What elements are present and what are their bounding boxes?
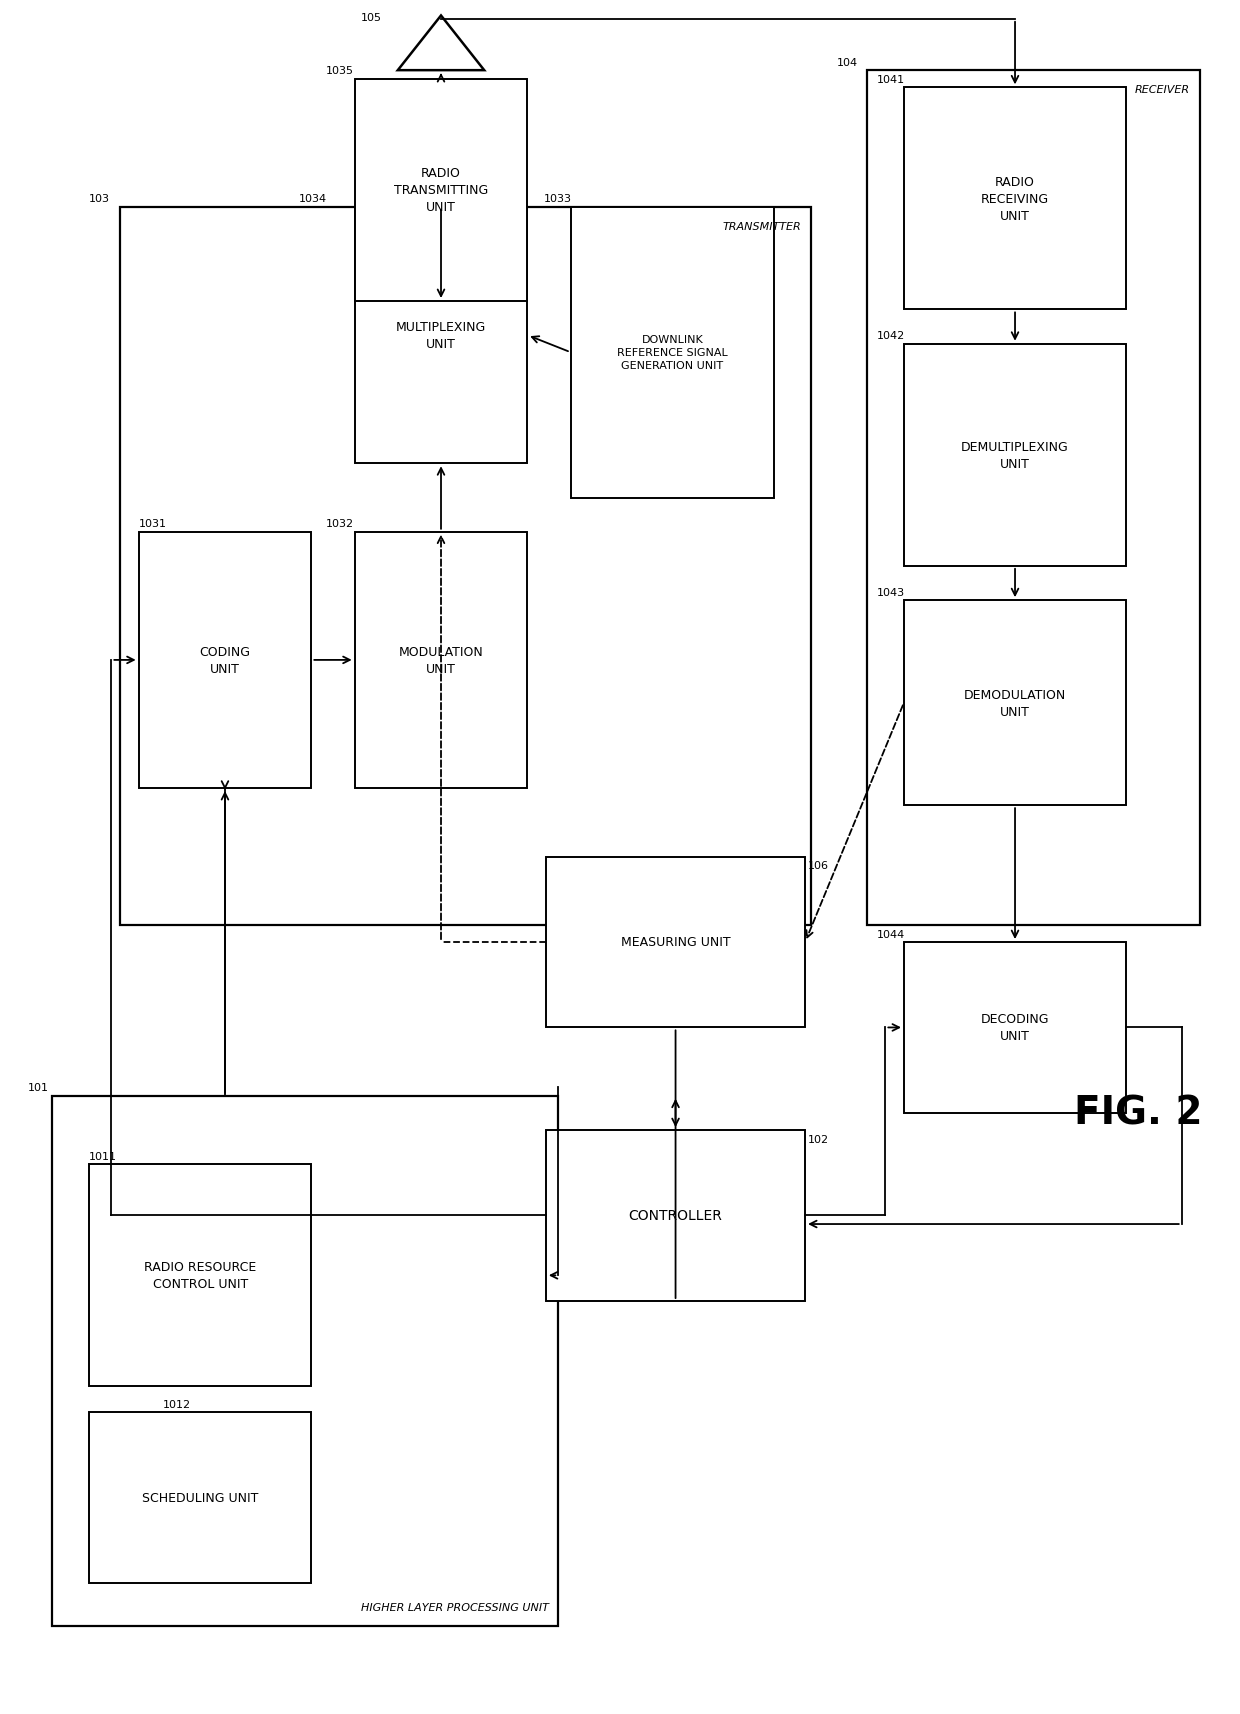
Text: 105: 105	[361, 14, 382, 24]
Text: RECEIVER: RECEIVER	[1135, 84, 1190, 94]
Text: MULTIPLEXING
UNIT: MULTIPLEXING UNIT	[396, 321, 486, 351]
Bar	[546, 1130, 805, 1301]
Bar	[89, 1412, 311, 1584]
Text: DEMODULATION
UNIT: DEMODULATION UNIT	[963, 689, 1066, 718]
Text: 102: 102	[807, 1135, 828, 1143]
Text: 1043: 1043	[877, 588, 905, 596]
Bar	[355, 207, 527, 464]
Text: RADIO RESOURCE
CONTROL UNIT: RADIO RESOURCE CONTROL UNIT	[144, 1260, 257, 1291]
Text: 1031: 1031	[139, 519, 166, 530]
Bar	[867, 70, 1200, 926]
Text: 101: 101	[27, 1083, 48, 1094]
Bar	[904, 943, 1126, 1114]
Bar	[139, 533, 311, 788]
Text: DECODING
UNIT: DECODING UNIT	[981, 1013, 1049, 1042]
Text: HIGHER LAYER PROCESSING UNIT: HIGHER LAYER PROCESSING UNIT	[361, 1603, 548, 1613]
Text: 1011: 1011	[89, 1152, 118, 1160]
Text: 1012: 1012	[164, 1399, 191, 1409]
Bar	[355, 79, 527, 302]
Text: RADIO
TRANSMITTING
UNIT: RADIO TRANSMITTING UNIT	[394, 168, 489, 214]
Text: TRANSMITTER: TRANSMITTER	[723, 221, 801, 231]
Text: DEMULTIPLEXING
UNIT: DEMULTIPLEXING UNIT	[961, 440, 1069, 471]
Bar	[546, 857, 805, 1028]
Bar	[904, 87, 1126, 310]
Text: 103: 103	[89, 194, 110, 204]
Text: MODULATION
UNIT: MODULATION UNIT	[398, 646, 484, 675]
Text: 1035: 1035	[326, 67, 355, 75]
Bar	[120, 207, 811, 926]
Text: CONTROLLER: CONTROLLER	[629, 1208, 723, 1222]
Text: 1041: 1041	[877, 75, 905, 84]
Text: 1042: 1042	[877, 331, 905, 341]
Text: 106: 106	[807, 860, 828, 871]
Text: 1033: 1033	[543, 194, 572, 204]
Text: RADIO
RECEIVING
UNIT: RADIO RECEIVING UNIT	[981, 177, 1049, 223]
Text: 1044: 1044	[877, 929, 905, 939]
Text: DOWNLINK
REFERENCE SIGNAL
GENERATION UNIT: DOWNLINK REFERENCE SIGNAL GENERATION UNI…	[618, 334, 728, 372]
Bar	[355, 533, 527, 788]
Text: FIG. 2: FIG. 2	[1074, 1094, 1203, 1133]
Text: 1032: 1032	[326, 519, 355, 530]
Bar	[570, 207, 774, 499]
Text: SCHEDULING UNIT: SCHEDULING UNIT	[143, 1491, 258, 1505]
Bar	[904, 345, 1126, 567]
Text: MEASURING UNIT: MEASURING UNIT	[621, 936, 730, 950]
Text: 104: 104	[837, 58, 858, 67]
Text: CODING
UNIT: CODING UNIT	[200, 646, 250, 675]
Text: 1034: 1034	[299, 194, 327, 204]
Bar	[52, 1097, 558, 1627]
Bar	[89, 1164, 311, 1387]
Bar	[904, 600, 1126, 806]
